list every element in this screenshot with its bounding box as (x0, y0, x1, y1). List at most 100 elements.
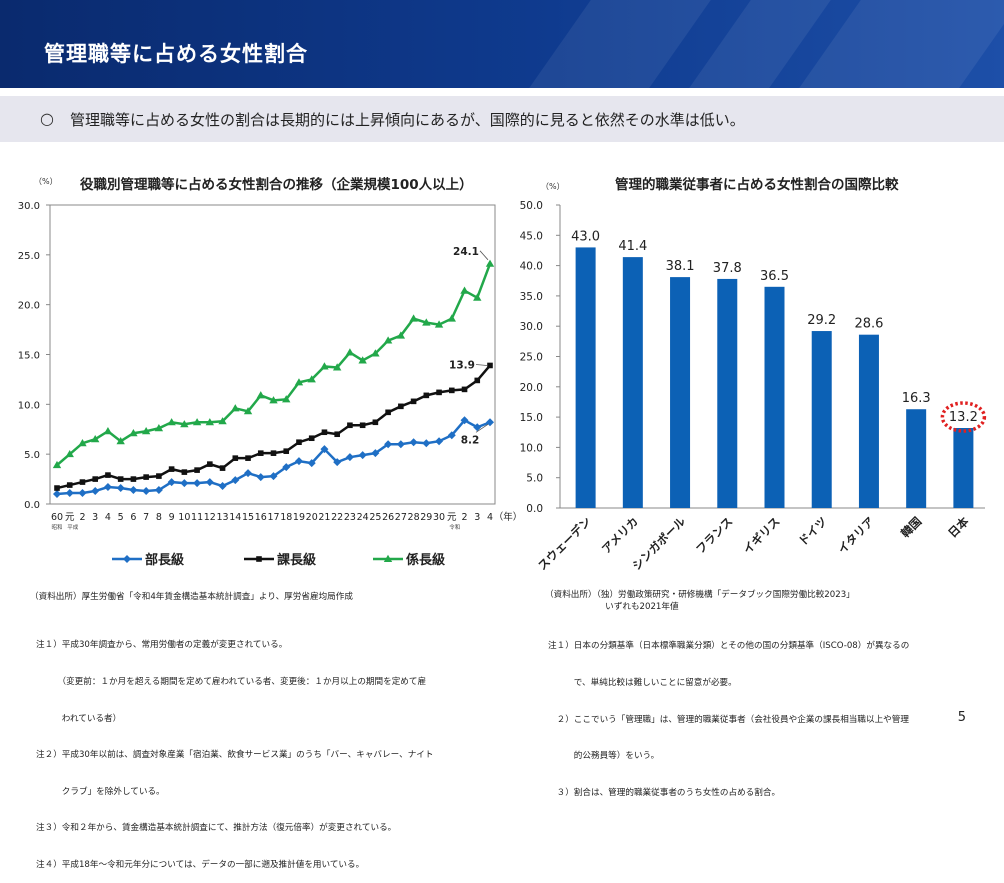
data-point (245, 455, 251, 461)
data-point (294, 378, 304, 386)
leader-line (475, 423, 489, 433)
data-point (474, 377, 481, 384)
page-title: 管理職等に占める女性割合 (44, 42, 308, 66)
data-point (371, 349, 380, 357)
data-point (422, 439, 431, 448)
summary-text: 管理職等に占める女性の割合は長期的には上昇傾向にあるが、国際的に見ると依然その水… (70, 111, 745, 129)
left-chart-title: 役職別管理職等に占める女性割合の推移（企業規模100人以上） (80, 177, 473, 193)
data-point (358, 356, 367, 364)
note-line: 注１）平成30年調査から、常用労働者の定義が変更されている。 (36, 640, 288, 651)
bar-スウェーデン (575, 247, 596, 509)
x-tick-label: 23 (344, 512, 356, 523)
data-point (334, 431, 340, 438)
series-line (56, 263, 492, 467)
y-tick-label: 35.0 (520, 291, 543, 303)
note-line: 的公務員等）をいう。 (548, 751, 660, 762)
data-point (116, 437, 125, 445)
data-point (129, 429, 138, 437)
data-point (143, 474, 149, 480)
data-point (256, 473, 265, 482)
category-label: イタリア (835, 514, 877, 556)
y-tick-label: 25.0 (18, 251, 40, 262)
x-tick-label: 10 (178, 512, 190, 523)
x-tick-label: 28 (408, 512, 420, 523)
data-point (116, 484, 125, 493)
line-chart: 0.05.010.015.020.025.030.060 元 2 3 4 5 6 7 8 9 10 1… (18, 201, 523, 568)
x-tick-label: 元 (65, 512, 75, 523)
data-point (270, 450, 277, 456)
x-tick-label: 30 (433, 512, 445, 523)
era-label-heisei: 平成 (67, 523, 79, 531)
x-tick-label: 7 (143, 512, 149, 523)
x-tick-label: 4 (105, 512, 111, 523)
x-tick-label: 17 (267, 512, 279, 523)
x-tick-label: 22 (331, 512, 343, 523)
x-tick-label: 8 (156, 512, 162, 523)
bar-value-label: 28.6 (854, 317, 883, 332)
x-tick-label: 2 (462, 512, 468, 523)
data-point (207, 461, 213, 467)
data-point (256, 556, 262, 562)
legend-label: 部長級 (145, 552, 184, 568)
y-tick-label: 30.0 (520, 321, 543, 333)
data-point (282, 395, 291, 403)
data-point (219, 465, 226, 471)
data-point (257, 450, 264, 456)
data-point (294, 457, 303, 466)
leader-line (475, 364, 488, 366)
data-point (91, 487, 100, 496)
data-point (460, 416, 469, 425)
left-chart-unit: （%） (34, 177, 58, 186)
x-tick-label: 60 (51, 512, 63, 523)
highlight-circle (940, 401, 987, 433)
data-point (167, 418, 176, 426)
data-point (460, 286, 469, 294)
data-point (103, 427, 113, 435)
x-tick-label: 3 (474, 512, 480, 523)
category-label: ドイツ (796, 514, 830, 548)
data-point (154, 424, 164, 432)
right-notes: 注１）日本の分類基準（日本標準職業分類）とその他の国の分類基準（ISCO-08）… (548, 616, 909, 811)
data-point (192, 418, 202, 426)
y-tick-label: 40.0 (520, 261, 543, 273)
data-point (307, 459, 316, 468)
data-point (117, 476, 124, 482)
bar-アメリカ (622, 257, 643, 508)
data-point (232, 455, 239, 461)
data-point (409, 314, 418, 322)
data-point (448, 387, 455, 394)
data-point (269, 472, 278, 481)
era-label-reiwa: 令和 (449, 523, 460, 531)
x-tick-label: 14 (229, 512, 241, 523)
note-line: 注２）平成30年以前は、調査対象産業「宿泊業、飲食サービス業」のうち「バー、キャ… (36, 750, 434, 761)
bar-日本 (953, 428, 974, 508)
data-point (180, 479, 189, 488)
x-axis-suffix: （年） (494, 511, 523, 523)
data-point (193, 479, 202, 488)
x-tick-label: 元 (447, 512, 457, 523)
series-2 (52, 259, 495, 469)
y-tick-label: 30.0 (18, 201, 40, 212)
bar-chart: 0.0 5.0 10.0 15.0 20.0 25.0 30.0 35.0 40.0 45.0 50… (520, 200, 987, 573)
x-tick-label: 13 (217, 512, 229, 523)
data-point (320, 445, 329, 454)
x-tick-label: 4 (487, 512, 493, 523)
data-point (243, 407, 253, 415)
bar-value-label: 36.5 (760, 269, 789, 284)
data-point (409, 438, 418, 447)
x-tick-label: 27 (395, 512, 407, 523)
x-tick-label: 3 (92, 512, 98, 523)
x-tick-label: 18 (280, 512, 292, 523)
data-point (447, 314, 456, 322)
x-tick-label: 20 (306, 512, 318, 523)
x-tick-label: 26 (382, 512, 394, 523)
y-tick-label: 5.0 (24, 450, 40, 461)
y-tick-label: 5.0 (526, 473, 543, 485)
data-point (398, 403, 404, 410)
y-tick-label: 20.0 (520, 382, 543, 394)
data-point (142, 487, 151, 496)
note-line: ３）割合は、管理的職業従事者のうち女性の占める割合。 (548, 787, 781, 798)
data-point (436, 389, 442, 396)
y-tick-label: 45.0 (520, 230, 543, 242)
data-point (347, 422, 353, 429)
